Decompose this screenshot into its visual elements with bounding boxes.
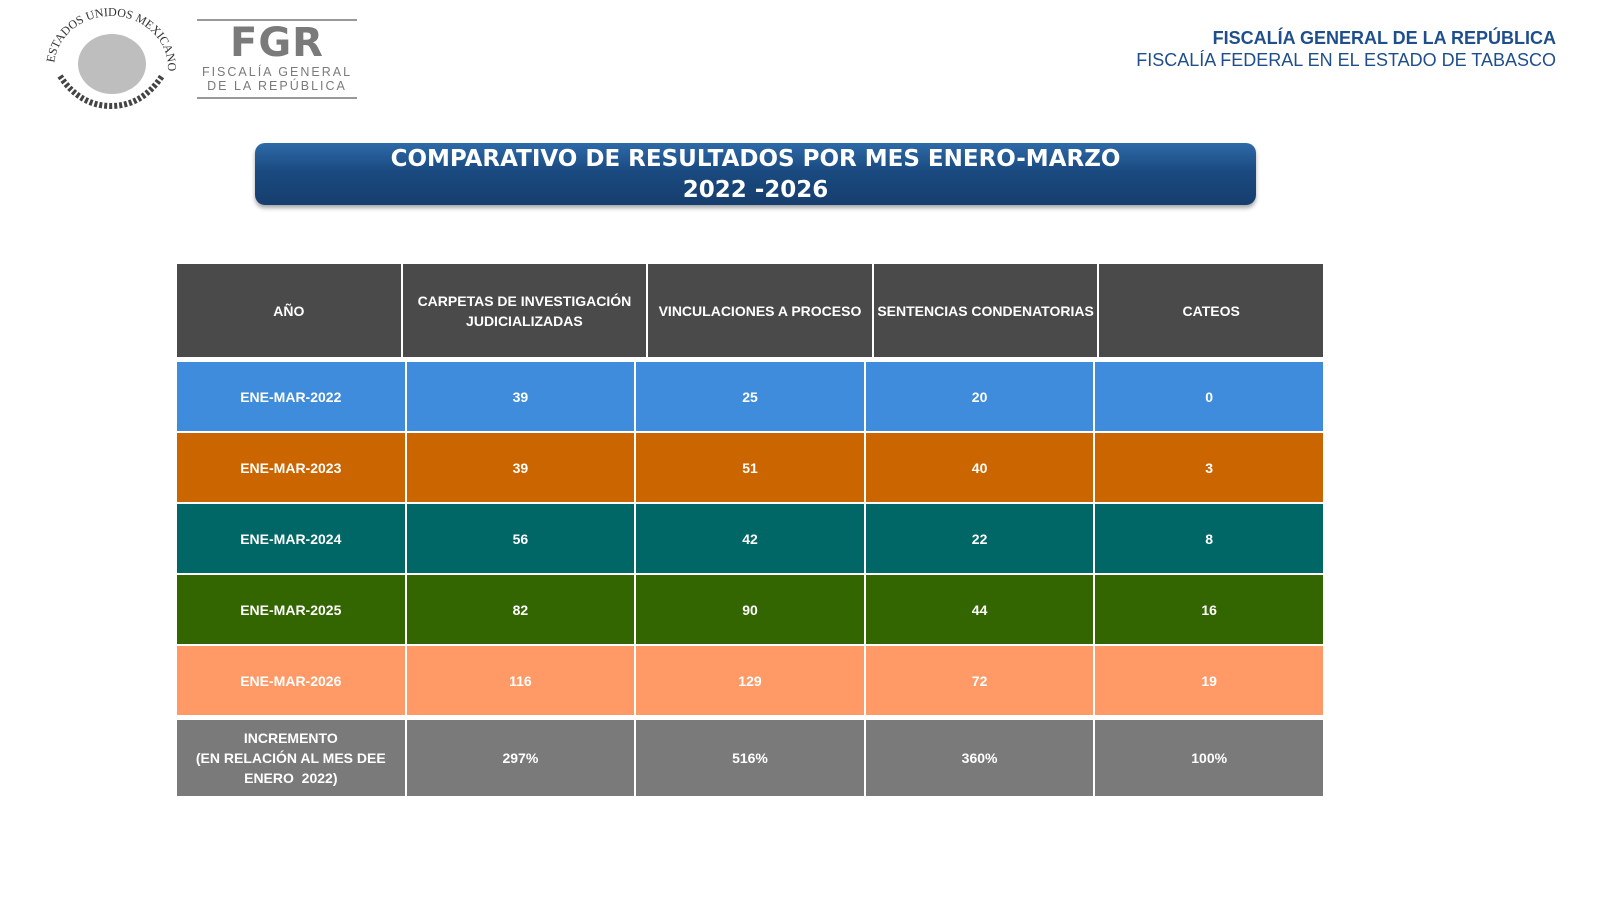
header-cell: AÑO bbox=[177, 264, 401, 357]
value-cell: 42 bbox=[636, 504, 864, 573]
value-cell: 16 bbox=[1095, 575, 1323, 644]
increment-row: INCREMENTO (EN RELACIÓN AL MES DEE ENERO… bbox=[177, 720, 1323, 796]
value-cell: 56 bbox=[406, 504, 635, 573]
value-cell: 82 bbox=[406, 575, 635, 644]
year-cell: ENE-MAR-2025 bbox=[177, 575, 405, 644]
increment-label-line3: ENERO 2022) bbox=[244, 770, 338, 786]
value-cell: 3 bbox=[1095, 433, 1323, 502]
table-header: AÑO CARPETAS DE INVESTIGACIÓN JUDICIALIZ… bbox=[177, 264, 1323, 357]
value-cell: 20 bbox=[865, 362, 1094, 431]
table-row: ENE-MAR-2022 39 25 20 0 bbox=[177, 362, 1323, 431]
table-row: ENE-MAR-2026 116 129 72 19 bbox=[177, 646, 1323, 715]
header-cell: SENTENCIAS CONDENATORIAS bbox=[873, 264, 1098, 357]
value-cell: 22 bbox=[865, 504, 1094, 573]
year-cell: ENE-MAR-2024 bbox=[177, 504, 405, 573]
header-cell: CARPETAS DE INVESTIGACIÓN JUDICIALIZADAS bbox=[402, 264, 647, 357]
value-cell: 39 bbox=[406, 362, 635, 431]
results-table: AÑO CARPETAS DE INVESTIGACIÓN JUDICIALIZ… bbox=[177, 264, 1323, 798]
table-row: ENE-MAR-2025 82 90 44 16 bbox=[177, 575, 1323, 644]
header-line2: FISCALÍA FEDERAL EN EL ESTADO DE TABASCO bbox=[1136, 50, 1556, 70]
increment-label-line1: INCREMENTO bbox=[243, 730, 338, 746]
header-line1: FISCALÍA GENERAL DE LA REPÚBLICA bbox=[1212, 28, 1556, 48]
value-cell: 44 bbox=[865, 575, 1094, 644]
title-line1: COMPARATIVO DE RESULTADOS POR MES ENERO-… bbox=[390, 146, 1121, 172]
increment-label-line2: (EN RELACIÓN AL MES DEE bbox=[195, 750, 386, 766]
mexican-seal-logo: ESTADOS UNIDOS MEXICANOS bbox=[37, 0, 182, 112]
value-cell: 39 bbox=[406, 433, 635, 502]
value-cell: 8 bbox=[1095, 504, 1323, 573]
value-cell: 25 bbox=[636, 362, 864, 431]
value-cell: 129 bbox=[636, 646, 864, 715]
table-row: ENE-MAR-2024 56 42 22 8 bbox=[177, 504, 1323, 573]
table-row: ENE-MAR-2023 39 51 40 3 bbox=[177, 433, 1323, 502]
fgr-brand: FGR bbox=[230, 20, 324, 66]
institution-header: FISCALÍA GENERAL DE LA REPÚBLICA FISCALÍ… bbox=[1136, 27, 1556, 71]
increment-value: 100% bbox=[1095, 720, 1323, 796]
value-cell: 51 bbox=[636, 433, 864, 502]
year-cell: ENE-MAR-2023 bbox=[177, 433, 405, 502]
value-cell: 116 bbox=[406, 646, 635, 715]
header-cell: CATEOS bbox=[1099, 264, 1323, 357]
header-cell: VINCULACIONES A PROCESO bbox=[648, 264, 872, 357]
fgr-line1: FISCALÍA GENERAL bbox=[201, 65, 353, 79]
increment-value: 360% bbox=[865, 720, 1094, 796]
year-cell: ENE-MAR-2026 bbox=[177, 646, 405, 715]
value-cell: 90 bbox=[636, 575, 864, 644]
fgr-line2: DE LA REPÚBLICA bbox=[207, 79, 347, 93]
increment-label: INCREMENTO (EN RELACIÓN AL MES DEE ENERO… bbox=[177, 720, 405, 796]
value-cell: 72 bbox=[865, 646, 1094, 715]
increment-value: 297% bbox=[406, 720, 635, 796]
value-cell: 19 bbox=[1095, 646, 1323, 715]
fgr-logo: FGR FISCALÍA GENERAL DE LA REPÚBLICA bbox=[197, 19, 357, 99]
title-line2: 2022 -2026 bbox=[682, 177, 829, 203]
value-cell: 40 bbox=[865, 433, 1094, 502]
value-cell: 0 bbox=[1095, 362, 1323, 431]
year-cell: ENE-MAR-2022 bbox=[177, 362, 405, 431]
increment-value: 516% bbox=[636, 720, 864, 796]
page-title: COMPARATIVO DE RESULTADOS POR MES ENERO-… bbox=[255, 143, 1256, 205]
